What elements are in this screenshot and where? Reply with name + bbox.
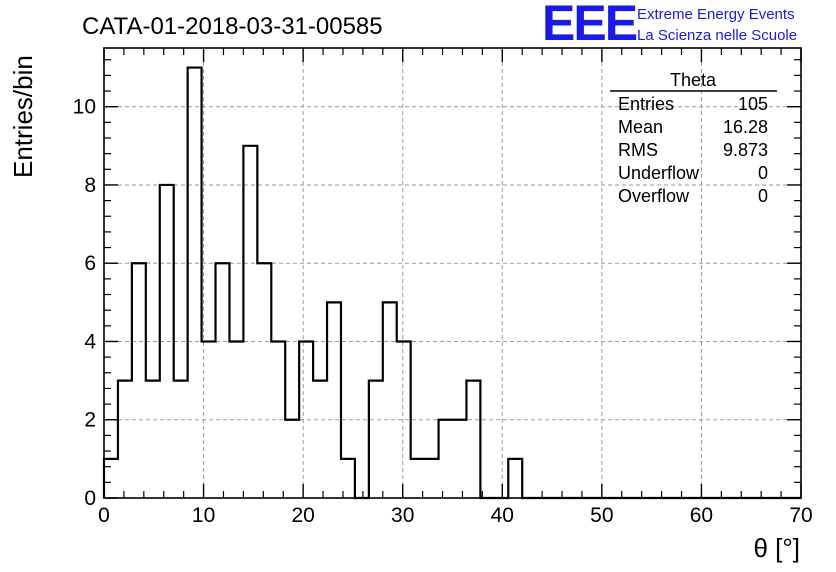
- y-tick-label: 2: [84, 409, 96, 432]
- chart-title: CATA-01-2018-03-31-00585: [82, 13, 383, 40]
- logo-line-2: La Scienza nelle Scuole: [637, 27, 797, 44]
- y-tick-label: 8: [84, 174, 96, 197]
- histogram-outline: [102, 66, 801, 500]
- y-tick-label: 0: [84, 487, 96, 510]
- x-axis-label: θ [°]: [753, 533, 800, 563]
- eee-logo: EEE Extreme Energy Events La Scienza nel…: [542, 0, 797, 51]
- stats-value-overflow: 0: [758, 186, 768, 206]
- stats-value-rms: 9.873: [723, 140, 768, 160]
- x-tick-label: 0: [98, 504, 110, 527]
- logo-mark: EEE: [542, 0, 637, 51]
- tick-labels: 0 10 20 30 40 50 60 70 0 2 4 6 8 10: [73, 96, 813, 527]
- grid-lines: [104, 48, 801, 498]
- y-tick-label: 6: [84, 252, 96, 275]
- x-tick-label: 30: [391, 504, 414, 527]
- x-tick-label: 70: [789, 504, 812, 527]
- stats-value-underflow: 0: [758, 163, 768, 183]
- x-tick-label: 60: [690, 504, 713, 527]
- axis-ticks: [103, 48, 802, 499]
- y-axis-label: Entries/bin: [8, 55, 38, 178]
- stats-value-mean: 16.28: [723, 117, 768, 137]
- stats-label-mean: Mean: [618, 117, 663, 137]
- stats-label-overflow: Overflow: [618, 186, 690, 206]
- stats-box: Theta Entries 105 Mean 16.28 RMS 9.873 U…: [610, 70, 777, 206]
- y-tick-label: 4: [84, 330, 96, 353]
- plot-frame: [103, 47, 802, 499]
- stats-label-rms: RMS: [618, 140, 658, 160]
- stats-title: Theta: [670, 70, 717, 90]
- x-tick-label: 40: [491, 504, 514, 527]
- x-tick-label: 10: [192, 504, 215, 527]
- stats-label-underflow: Underflow: [618, 163, 700, 183]
- stats-label-entries: Entries: [618, 94, 674, 114]
- logo-line-1: Extreme Energy Events: [637, 6, 795, 23]
- y-tick-label: 10: [73, 96, 96, 119]
- x-tick-label: 20: [291, 504, 314, 527]
- x-tick-label: 50: [590, 504, 613, 527]
- stats-value-entries: 105: [738, 94, 768, 114]
